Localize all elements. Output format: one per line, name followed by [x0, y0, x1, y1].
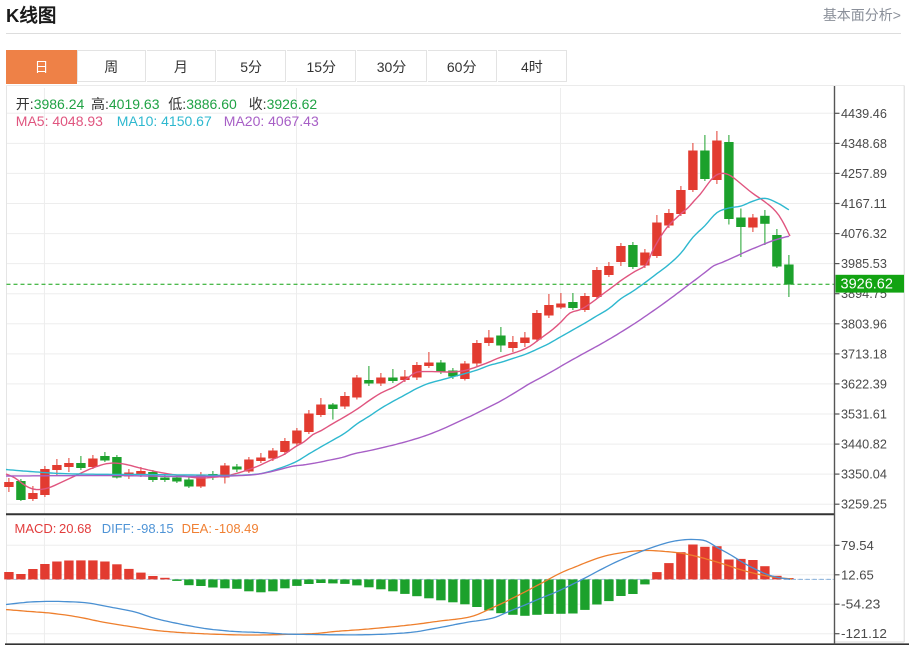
svg-text:3926.62: 3926.62: [841, 277, 893, 293]
svg-text:-54.23: -54.23: [841, 597, 880, 612]
svg-text:3531.61: 3531.61: [841, 407, 887, 422]
svg-text:3713.18: 3713.18: [841, 346, 887, 361]
svg-text:3440.82: 3440.82: [841, 437, 887, 452]
svg-text:12.65: 12.65: [841, 567, 874, 582]
svg-text:3259.25: 3259.25: [841, 497, 887, 512]
svg-text:4076.32: 4076.32: [841, 226, 887, 241]
svg-text:3350.04: 3350.04: [841, 467, 887, 482]
svg-text:4167.11: 4167.11: [841, 196, 887, 211]
svg-text:3622.39: 3622.39: [841, 376, 887, 391]
svg-text:-121.12: -121.12: [841, 626, 887, 641]
svg-text:3803.96: 3803.96: [841, 316, 887, 331]
svg-text:4348.68: 4348.68: [841, 136, 887, 151]
svg-text:4439.46: 4439.46: [841, 106, 887, 121]
svg-text:3985.53: 3985.53: [841, 256, 887, 271]
svg-text:79.54: 79.54: [841, 538, 874, 553]
svg-text:4257.89: 4257.89: [841, 166, 887, 181]
